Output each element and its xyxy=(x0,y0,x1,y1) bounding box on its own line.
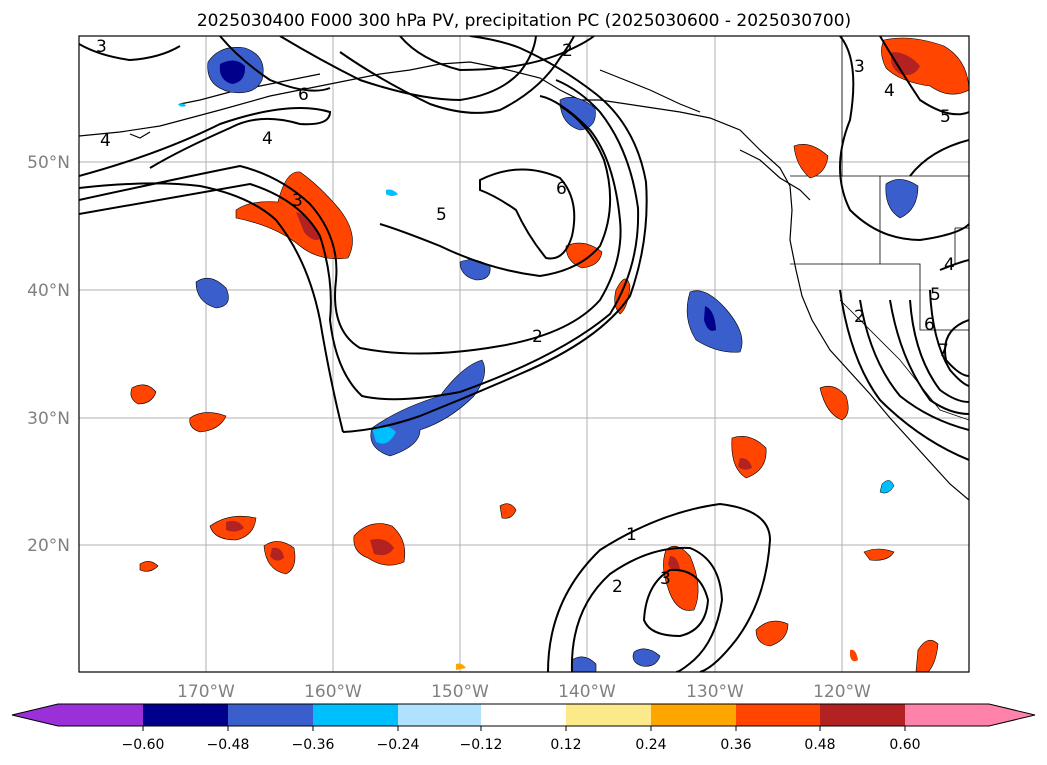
contour-label: 4 xyxy=(944,255,955,275)
lon-labels: 170°W 160°W 150°W 140°W 130°W 120°W xyxy=(177,682,871,702)
contour-label: 4 xyxy=(884,81,895,101)
contour-label: 2 xyxy=(532,327,543,347)
colorbar-cell-low-extend xyxy=(12,704,58,726)
pv-contours xyxy=(79,36,969,672)
colorbar-cell xyxy=(398,704,481,726)
colorbar-cell xyxy=(313,704,398,726)
colorbar: −0.60 −0.48 −0.36 −0.24 −0.12 0.12 0.24 … xyxy=(11,703,1036,753)
colorbar-cell xyxy=(566,704,651,726)
contour-label: 6 xyxy=(556,179,567,199)
colorbar-cell xyxy=(481,704,566,726)
lat-label: 40°N xyxy=(27,281,70,301)
contour-label: 7 xyxy=(938,341,949,361)
colorbar-cell xyxy=(736,704,820,726)
coastline xyxy=(79,61,969,501)
lat-labels: 50°N 40°N 30°N 20°N xyxy=(27,153,70,556)
colorbar-tick-label: 0.24 xyxy=(635,737,666,753)
colorbar-tick-label: −0.60 xyxy=(122,737,165,753)
colorbar-ticks xyxy=(142,726,906,731)
lat-label: 20°N xyxy=(27,536,70,556)
contour-label: 2 xyxy=(854,307,865,327)
lon-label: 160°W xyxy=(304,682,362,702)
contour-label: 4 xyxy=(262,129,273,149)
colorbar-cell xyxy=(905,704,989,726)
lon-label: 170°W xyxy=(177,682,235,702)
map-frame xyxy=(78,35,970,673)
contour-label: 6 xyxy=(924,315,935,335)
contour-label: 3 xyxy=(854,57,865,77)
lat-label: 30°N xyxy=(27,409,70,429)
colorbar-tick-label: −0.24 xyxy=(377,737,420,753)
colorbar-cell xyxy=(58,704,143,726)
contour-label: 5 xyxy=(930,285,941,305)
contour-label: 3 xyxy=(96,37,107,57)
colorbar-tick-label: 0.12 xyxy=(550,737,581,753)
lon-label: 150°W xyxy=(431,682,489,702)
map-background xyxy=(79,36,969,672)
contour-label: 2 xyxy=(562,41,573,61)
precip-shading xyxy=(130,37,969,672)
colorbar-outline xyxy=(11,703,1036,727)
figure-title: 2025030400 F000 300 hPa PV, precipitatio… xyxy=(197,11,851,31)
contour-label: 6 xyxy=(298,85,309,105)
colorbar-tick-label: −0.12 xyxy=(460,737,503,753)
colorbar-cell xyxy=(651,704,736,726)
lon-label: 140°W xyxy=(558,682,616,702)
lon-label: 120°W xyxy=(813,682,871,702)
colorbar-cell xyxy=(820,704,905,726)
colorbar-tick-label: −0.48 xyxy=(207,737,250,753)
contour-label: 5 xyxy=(940,107,951,127)
contour-label: 2 xyxy=(612,577,623,597)
contour-label: 1 xyxy=(626,525,637,545)
colorbar-cell-high-extend xyxy=(989,704,1035,726)
colorbar-cell xyxy=(228,704,313,726)
contour-label: 5 xyxy=(436,205,447,225)
colorbar-cell xyxy=(143,704,228,726)
lon-label: 130°W xyxy=(686,682,744,702)
colorbar-tick-label: 0.36 xyxy=(720,737,751,753)
colorbar-tick-label: 0.48 xyxy=(804,737,835,753)
map-panel: 3 4 6 4 3 5 2 6 2 3 4 5 4 5 6 7 2 1 2 3 xyxy=(78,35,970,673)
contour-label: 4 xyxy=(100,131,111,151)
contour-labels: 3 4 6 4 3 5 2 6 2 3 4 5 4 5 6 7 2 1 2 3 xyxy=(96,37,955,597)
colorbar-tick-label: 0.60 xyxy=(889,737,920,753)
colorbar-tick-label: −0.36 xyxy=(292,737,335,753)
contour-label: 3 xyxy=(292,191,303,211)
lat-label: 50°N xyxy=(27,153,70,173)
contour-label: 3 xyxy=(660,569,671,589)
